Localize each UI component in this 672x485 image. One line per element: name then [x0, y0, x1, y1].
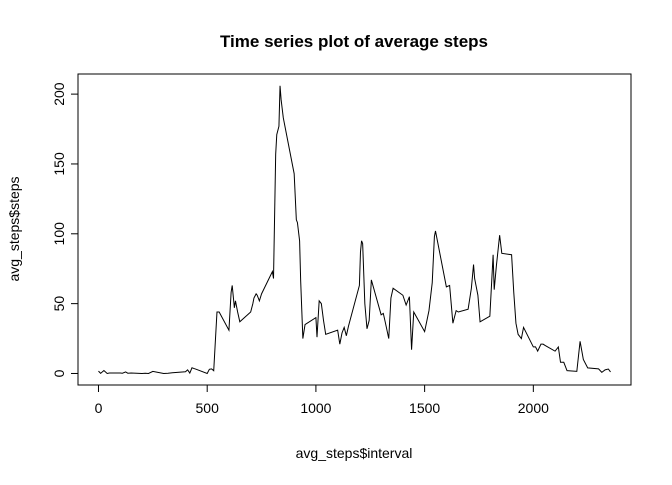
x-axis-label: avg_steps$interval [296, 445, 413, 461]
x-tick-label: 1000 [300, 400, 331, 416]
x-tick-label: 500 [196, 400, 220, 416]
y-tick-label: 50 [51, 296, 67, 312]
y-tick-label: 100 [51, 222, 67, 246]
x-tick-label: 1500 [409, 400, 440, 416]
chart-title: Time series plot of average steps [220, 32, 488, 51]
y-tick-label: 200 [51, 82, 67, 106]
x-tick-label: 2000 [518, 400, 549, 416]
y-axis-label: avg_steps$steps [6, 176, 22, 281]
data-line [98, 85, 611, 375]
y-tick-label: 150 [51, 152, 67, 176]
x-tick-label: 0 [95, 400, 103, 416]
y-tick-label: 0 [51, 369, 67, 377]
